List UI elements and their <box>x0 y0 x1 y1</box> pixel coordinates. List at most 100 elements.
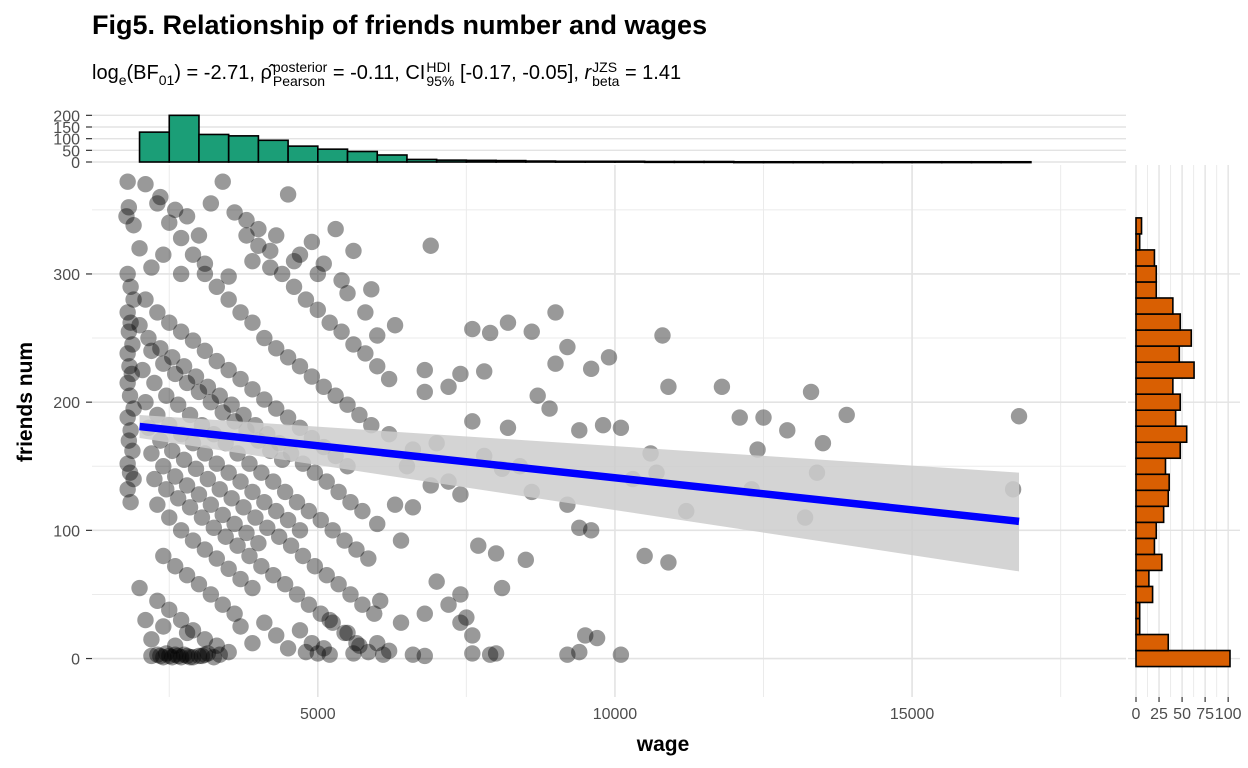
data-point <box>253 558 270 575</box>
data-point <box>164 649 181 666</box>
data-point <box>178 374 196 392</box>
data-point <box>187 460 205 478</box>
data-point <box>181 499 199 516</box>
top-hist-bar <box>495 159 527 163</box>
data-point <box>452 486 469 503</box>
right-hist-tick-label: 25 <box>1150 706 1168 723</box>
data-point <box>600 349 618 366</box>
data-point <box>118 208 135 225</box>
data-point <box>161 601 178 619</box>
data-point <box>146 470 163 488</box>
data-point <box>122 493 139 511</box>
top-hist-bar <box>554 160 587 163</box>
top-hist-bar <box>703 160 735 164</box>
right-hist-bar <box>1135 409 1177 427</box>
data-point <box>125 470 142 488</box>
data-point <box>124 442 141 460</box>
data-point <box>612 646 630 663</box>
top-hist-bar <box>673 160 705 164</box>
data-point <box>158 387 175 404</box>
right-hist-bar <box>1135 569 1150 588</box>
data-point <box>196 342 214 360</box>
data-point <box>285 278 303 295</box>
data-point <box>137 176 154 193</box>
data-point <box>232 370 249 388</box>
data-point <box>119 265 136 283</box>
data-point <box>208 637 225 654</box>
data-point <box>256 391 273 408</box>
top-hist-bar <box>792 160 824 164</box>
data-point <box>143 647 160 665</box>
x-axis-title: wage <box>636 733 690 756</box>
top-hist-bar <box>1000 160 1032 164</box>
top-hist-bar <box>435 159 468 163</box>
data-point <box>330 483 347 501</box>
right-hist-tick-label: 0 <box>1132 706 1141 723</box>
data-point <box>487 645 505 662</box>
data-point <box>547 304 564 321</box>
y-tick-label: 0 <box>71 652 80 669</box>
data-point <box>172 265 190 283</box>
top-hist-bar <box>970 160 1003 164</box>
subtitle-r-value: = 1.41 <box>619 62 682 84</box>
data-point <box>193 509 211 526</box>
data-point <box>166 646 184 663</box>
data-point <box>161 647 178 665</box>
data-point <box>324 522 341 539</box>
data-point <box>235 406 252 424</box>
top-hist-bar <box>168 114 200 163</box>
data-point <box>636 547 653 565</box>
data-point <box>386 317 404 334</box>
top-hist-bar <box>614 160 646 163</box>
data-point <box>199 645 217 662</box>
data-point <box>208 278 225 295</box>
data-point <box>250 534 267 552</box>
data-point <box>121 464 139 481</box>
data-point <box>309 301 327 319</box>
data-point <box>802 383 820 401</box>
data-point <box>1010 408 1028 425</box>
data-point <box>169 647 187 665</box>
right-hist-bar <box>1135 505 1165 524</box>
data-point <box>134 361 151 379</box>
data-point <box>166 365 184 383</box>
data-point <box>312 511 329 529</box>
top-hist-tick-label: 100 <box>53 132 80 149</box>
data-point <box>235 499 252 516</box>
regression-line <box>139 422 1020 526</box>
data-point <box>137 611 154 629</box>
data-point <box>250 220 267 238</box>
data-point <box>523 323 540 340</box>
data-point <box>309 265 327 283</box>
y-tick-label: 200 <box>53 395 80 412</box>
data-point <box>363 417 380 434</box>
data-point <box>279 409 297 426</box>
right-hist-bar <box>1135 297 1174 315</box>
data-point <box>256 614 273 631</box>
data-point <box>360 550 377 567</box>
y-tick-label: 300 <box>53 267 80 284</box>
data-point <box>149 496 166 513</box>
data-point <box>265 567 282 584</box>
data-point <box>143 631 160 648</box>
data-point <box>190 227 208 244</box>
data-point <box>229 537 246 554</box>
data-point <box>178 567 196 584</box>
data-point <box>321 611 338 629</box>
data-point <box>571 422 588 439</box>
data-point <box>220 268 237 285</box>
data-point <box>372 592 389 610</box>
right-hist-bar <box>1135 617 1141 636</box>
data-point <box>149 195 166 212</box>
subtitle-rho-sup: posterior <box>272 58 328 75</box>
data-point <box>374 646 392 663</box>
data-point <box>339 624 356 642</box>
data-point <box>238 524 255 542</box>
data-point <box>124 336 141 353</box>
data-point <box>731 409 748 426</box>
data-point <box>369 515 386 533</box>
y-axis-title: friends num <box>14 342 37 462</box>
y-tick-label: 100 <box>53 523 80 540</box>
data-point <box>169 490 187 507</box>
